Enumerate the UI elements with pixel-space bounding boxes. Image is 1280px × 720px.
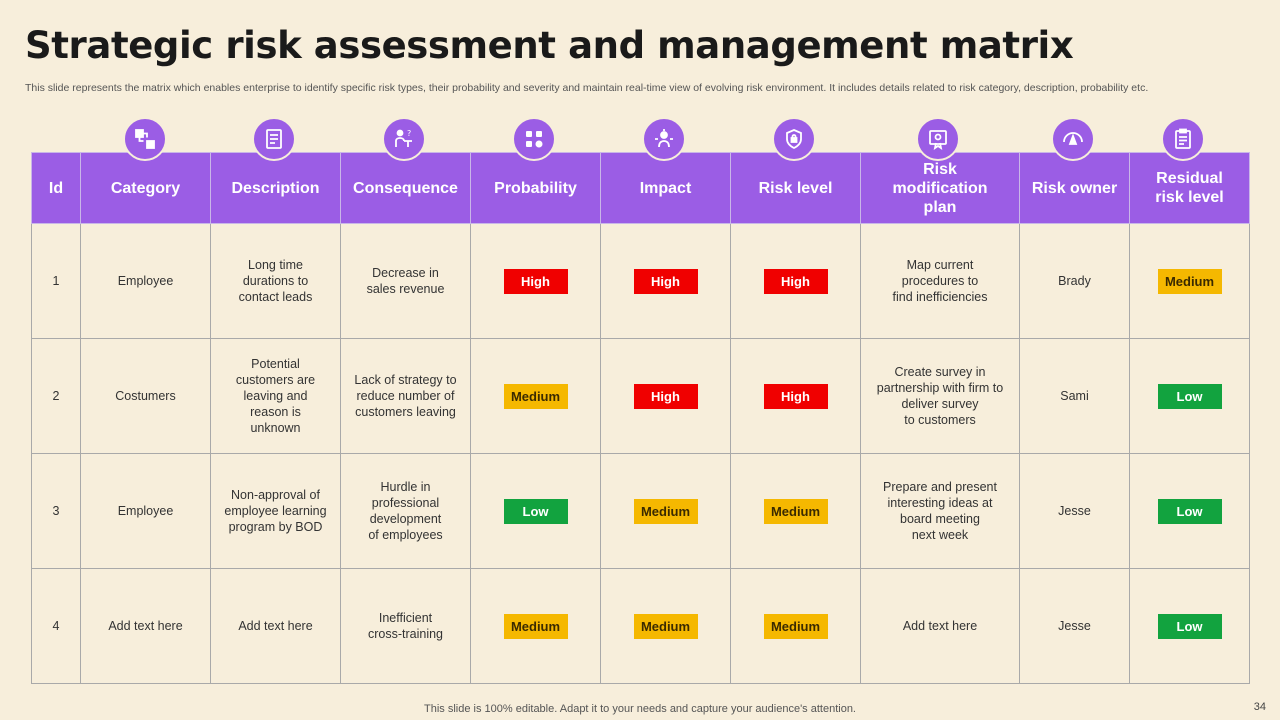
probability-badge: Medium: [503, 613, 568, 639]
column-header-consequence: Consequence: [340, 152, 471, 224]
table-row: 3 Employee Non-approval of employee lear…: [31, 453, 1250, 569]
clipboard-icon: [1161, 117, 1205, 161]
column-header-probability: Probability: [470, 152, 601, 224]
cell-consequence: Decrease in sales revenue: [340, 223, 471, 339]
cell-id: 2: [31, 338, 81, 454]
cell-risk-level: Medium: [730, 568, 861, 684]
risk-level-badge: Medium: [763, 613, 828, 639]
cell-description: Add text here: [210, 568, 341, 684]
residual-badge: Low: [1157, 498, 1222, 524]
cell-residual: Low: [1129, 338, 1250, 454]
cell-probability: Low: [470, 453, 601, 569]
footer-note: This slide is 100% editable. Adapt it to…: [424, 703, 856, 715]
cell-category: Costumers: [80, 338, 211, 454]
table-row: 1 Employee Long time durations to contac…: [31, 223, 1250, 339]
residual-badge: Low: [1157, 613, 1222, 639]
cell-owner: Brady: [1019, 223, 1130, 339]
cell-risk-level: High: [730, 338, 861, 454]
cell-residual: Low: [1129, 568, 1250, 684]
cell-plan: Prepare and present interesting ideas at…: [860, 453, 1020, 569]
cell-category: Add text here: [80, 568, 211, 684]
cell-id: 3: [31, 453, 81, 569]
cell-owner: Sami: [1019, 338, 1130, 454]
cell-probability: Medium: [470, 338, 601, 454]
cell-plan: Add text here: [860, 568, 1020, 684]
probability-badge: Medium: [503, 383, 568, 409]
cell-residual: Medium: [1129, 223, 1250, 339]
cell-owner: Jesse: [1019, 568, 1130, 684]
cell-category: Employee: [80, 223, 211, 339]
cell-consequence: Inefficient cross-training: [340, 568, 471, 684]
impact-badge: High: [633, 268, 698, 294]
cell-category: Employee: [80, 453, 211, 569]
page-number: 34: [1253, 701, 1266, 713]
cell-owner: Jesse: [1019, 453, 1130, 569]
shield-lock-icon: [772, 117, 816, 161]
cell-risk-level: Medium: [730, 453, 861, 569]
question-grid-icon: [512, 117, 556, 161]
cell-risk-level: High: [730, 223, 861, 339]
cell-plan: Map current procedures to find inefficie…: [860, 223, 1020, 339]
table-header-row: Id Category Description Consequence Prob…: [31, 152, 1250, 224]
risk-matrix-table: Id Category Description Consequence Prob…: [31, 152, 1250, 684]
column-header-risk-modification-plan: Risk modification plan: [860, 152, 1020, 224]
document-icon: [252, 117, 296, 161]
column-header-risk-owner: Risk owner: [1019, 152, 1130, 224]
certificate-icon: [916, 117, 960, 161]
workflow-icon: [123, 117, 167, 161]
cell-probability: Medium: [470, 568, 601, 684]
cell-description: Potential customers are leaving and reas…: [210, 338, 341, 454]
cell-impact: Medium: [600, 453, 731, 569]
impact-badge: Medium: [633, 613, 698, 639]
cell-probability: High: [470, 223, 601, 339]
risk-gauge-icon: [1051, 117, 1095, 161]
table-row: 2 Costumers Potential customers are leav…: [31, 338, 1250, 454]
page-subtitle: This slide represents the matrix which e…: [25, 82, 1149, 94]
probability-badge: High: [503, 268, 568, 294]
column-header-category: Category: [80, 152, 211, 224]
table-row: 4 Add text here Add text here Inefficien…: [31, 568, 1250, 684]
risk-level-badge: High: [763, 383, 828, 409]
cell-impact: Medium: [600, 568, 731, 684]
residual-badge: Low: [1157, 383, 1222, 409]
impact-badge: High: [633, 383, 698, 409]
cell-impact: High: [600, 338, 731, 454]
cell-consequence: Lack of strategy to reduce number of cus…: [340, 338, 471, 454]
column-header-description: Description: [210, 152, 341, 224]
page-title: Strategic risk assessment and management…: [25, 24, 1074, 67]
svg-text:?: ?: [407, 129, 411, 138]
cell-plan: Create survey in partnership with firm t…: [860, 338, 1020, 454]
impact-badge: Medium: [633, 498, 698, 524]
residual-badge: Medium: [1157, 268, 1222, 294]
cell-impact: High: [600, 223, 731, 339]
column-header-id: Id: [31, 152, 81, 224]
risk-level-badge: Medium: [763, 498, 828, 524]
cell-consequence: Hurdle in professional development of em…: [340, 453, 471, 569]
target-person-icon: [642, 117, 686, 161]
column-header-risk-level: Risk level: [730, 152, 861, 224]
cell-residual: Low: [1129, 453, 1250, 569]
cell-description: Long time durations to contact leads: [210, 223, 341, 339]
probability-badge: Low: [503, 498, 568, 524]
column-header-residual-risk-level: Residual risk level: [1129, 152, 1250, 224]
column-header-impact: Impact: [600, 152, 731, 224]
cell-id: 4: [31, 568, 81, 684]
cell-id: 1: [31, 223, 81, 339]
risk-level-badge: High: [763, 268, 828, 294]
presenter-icon: ?: [382, 117, 426, 161]
cell-description: Non-approval of employee learning progra…: [210, 453, 341, 569]
